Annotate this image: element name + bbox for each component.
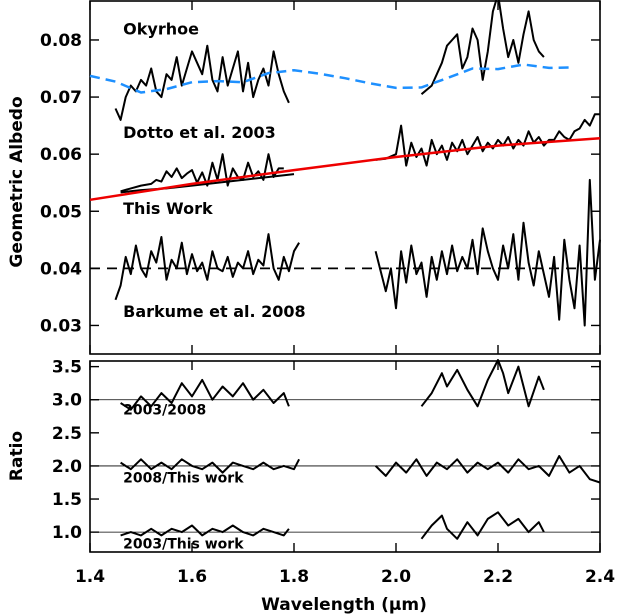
albedo-ytick-label: 0.03: [40, 316, 82, 336]
albedo-ytick-label: 0.05: [40, 202, 82, 222]
y-axis-label-ratio: Ratio: [7, 431, 27, 481]
xtick-label: 1.4: [75, 567, 105, 587]
ratio-annotation: 2003/2008: [123, 402, 206, 418]
ratio-ytick-label: 3.0: [52, 391, 82, 411]
albedo-annotation: This Work: [123, 199, 213, 218]
y-axis-label-albedo: Geometric Albedo: [7, 96, 27, 267]
ratio-ytick-label: 1.5: [52, 490, 82, 510]
albedo-spectrum-line: [375, 113, 600, 167]
albedo-model-dashed-line: [89, 63, 575, 94]
xtick-label: 1.6: [177, 567, 207, 587]
ratio-spectrum-line: [120, 458, 300, 474]
albedo-ytick-label: 0.06: [40, 145, 82, 165]
albedo-annotation: Barkume et al. 2008: [123, 302, 306, 321]
albedo-frame: [89, 0, 601, 355]
albedo-spectrum-line: [114, 44, 290, 121]
albedo-spectrum-line: [374, 178, 601, 327]
x-axis-label: Wavelength (μm): [261, 595, 427, 615]
ratio-spectrum-line: [420, 359, 545, 408]
xtick-label: 2.2: [483, 567, 513, 587]
xtick-label: 2.4: [585, 567, 615, 587]
albedo-spectrum-line: [114, 233, 300, 301]
ratio-frame: [89, 360, 601, 553]
xtick-label: 2.0: [381, 567, 411, 587]
ratio-annotation: 2008/This work: [123, 470, 244, 486]
ratio-spectrum-line: [374, 455, 601, 484]
albedo-ytick-label: 0.07: [40, 88, 82, 108]
ratio-ytick-label: 2.5: [52, 424, 82, 444]
albedo-ytick-label: 0.08: [40, 31, 82, 51]
ratio-ytick-label: 2.0: [52, 457, 82, 477]
albedo-ytick-label: 0.04: [40, 259, 82, 279]
ratio-spectrum-line: [420, 511, 545, 540]
ratio-spectrum-line: [120, 524, 290, 537]
ratio-ytick-label: 1.0: [52, 523, 82, 543]
albedo-spectrum-line: [420, 0, 545, 95]
ratio-ytick-label: 3.5: [52, 358, 82, 378]
albedo-annotation: Okyrhoe: [123, 19, 199, 38]
xtick-label: 1.8: [279, 567, 309, 587]
albedo-spectrum-line: [120, 153, 284, 193]
albedo-fit-line: [89, 136, 601, 202]
albedo-annotation: Dotto et al. 2003: [123, 123, 276, 142]
albedo-panel: 0.03 0.04 0.05 0.06 0.07 0.08 Okyrhoe Dotto et …: [40, 0, 601, 355]
ratio-panel: 1.0 1.5 2.0 2.5 3.0 3.5 1.4 1.6 1.8 2.0 2.2 2.4 2003…: [52, 358, 615, 587]
albedo-spectrum-line: [120, 173, 295, 194]
ratio-spectrum-line: [120, 378, 290, 411]
ratio-annotation: 2003/This work: [123, 537, 244, 553]
